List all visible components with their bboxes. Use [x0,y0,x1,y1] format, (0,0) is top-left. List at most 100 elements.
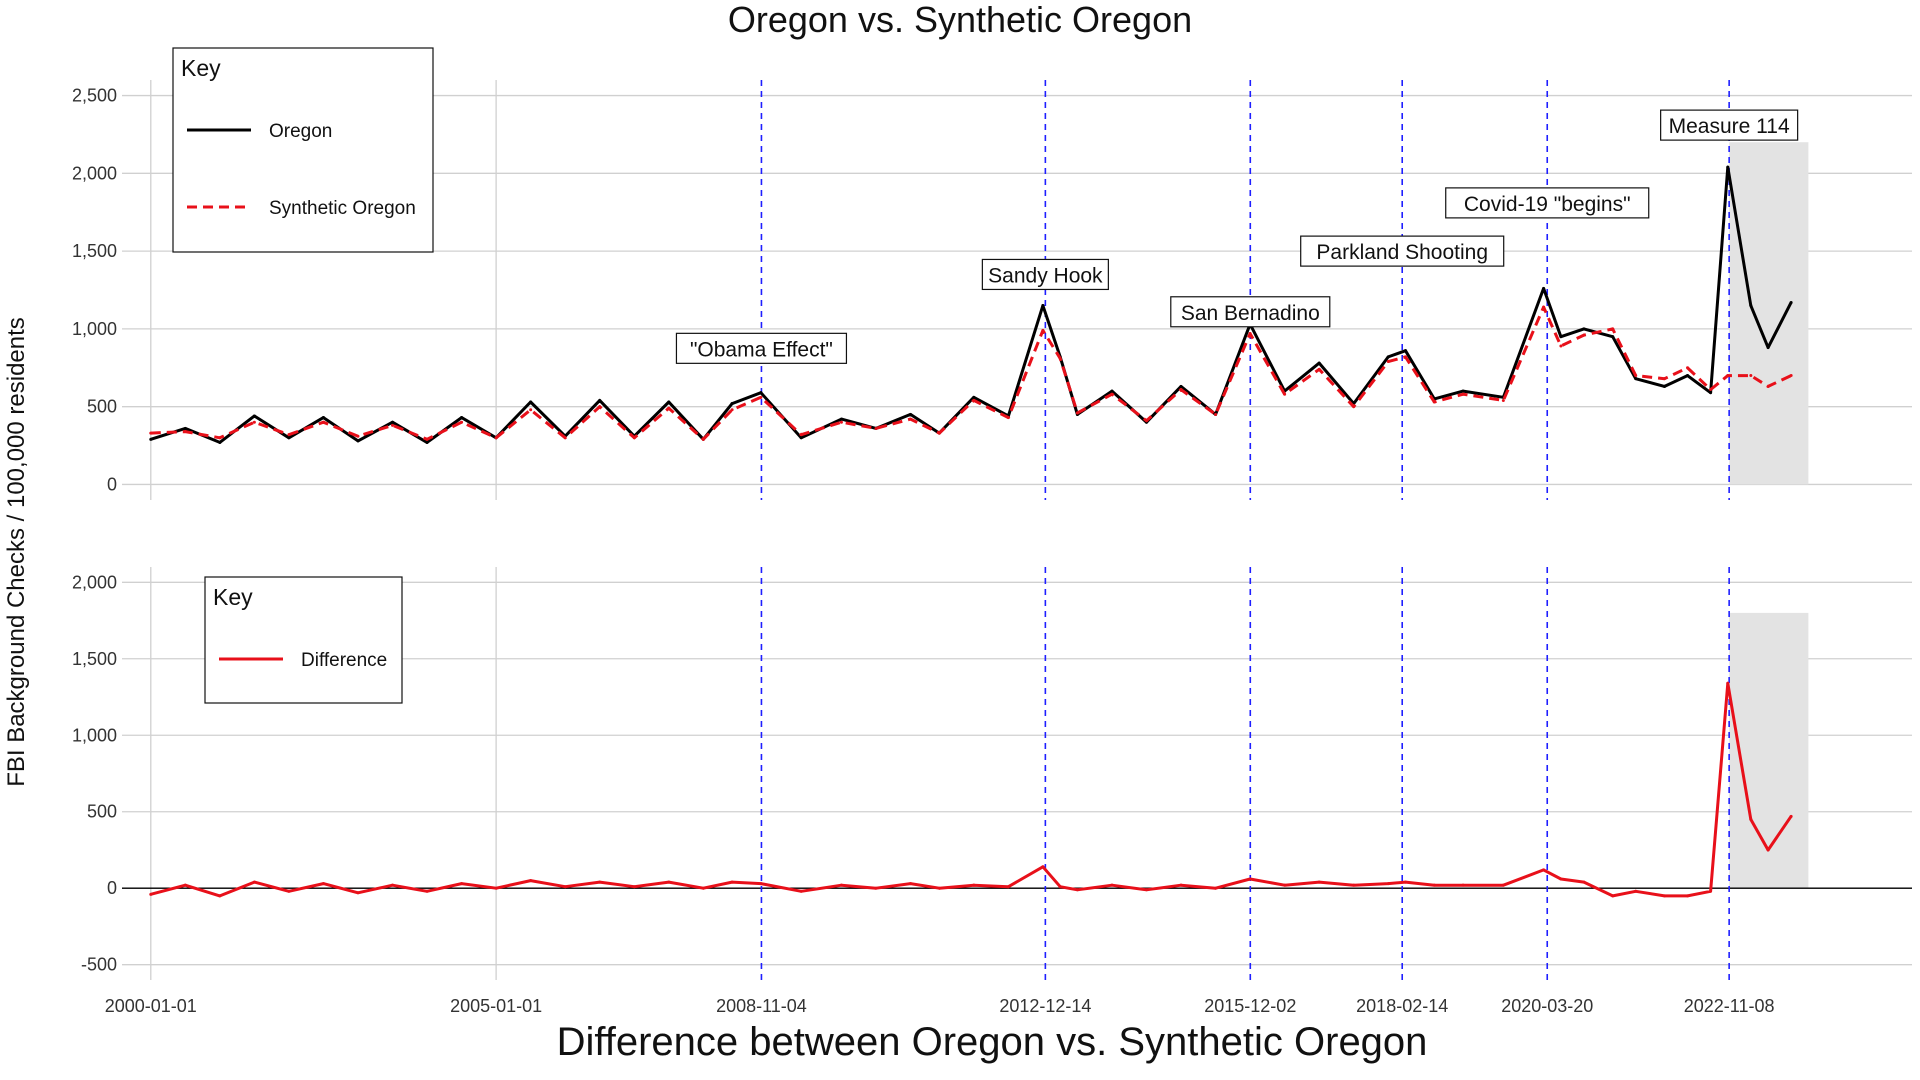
bottom-shaded-region [1729,612,1809,889]
x-tick-label: 2015-12-02 [1204,996,1296,1016]
top-data-point [1145,419,1149,423]
event-annotation-label: Sandy Hook [988,264,1103,287]
top-data-point [1461,392,1465,396]
top-y-tick-label: 2,000 [72,163,117,183]
top-data-point [1110,392,1114,396]
top-data-point [183,426,187,430]
bottom-data-point [1663,894,1667,898]
bottom-data-point [149,892,153,896]
top-shaded-region [1729,142,1809,485]
x-tick-label: 2005-01-01 [450,996,542,1016]
top-data-point [759,391,763,395]
top-data-point [1766,346,1770,350]
bottom-data-point [1006,885,1010,889]
bottom-series-line [150,681,1793,898]
bottom-data-point [667,880,671,884]
top-data-point [321,420,325,424]
event-annotation-box [981,258,1109,291]
bottom-y-tick-label: 2,000 [72,572,117,592]
top-data-point [1386,355,1390,359]
top-data-point [1611,335,1615,339]
bottom-data-point [1075,888,1079,892]
bottom-data-point [425,889,429,893]
top-data-point [425,440,429,444]
top-y-tick-label: 1,500 [72,241,117,261]
top-y-tick-label: 1,000 [72,319,117,339]
bottom-data-point [1726,681,1730,685]
bottom-data-point [937,886,941,890]
bottom-data-point [1214,886,1218,890]
top-data-point [391,420,395,424]
top-data-point [1542,286,1546,290]
bottom-data-point [1404,880,1408,884]
top-data-point [1559,344,1563,348]
bottom-data-point [563,885,567,889]
event-annotation-label: "Obama Effect" [690,338,833,361]
bottom-y-tick-label: 0 [107,878,117,898]
event-annotation-label: San Bernadino [1181,302,1320,325]
bottom-data-point [1432,883,1436,887]
top-data-point [1317,367,1321,371]
top-data-point [1110,389,1114,393]
top-data-point [1006,416,1010,420]
top-data-point [1559,335,1563,339]
top-data-point [632,436,636,440]
top-data-point [701,437,705,441]
bottom-data-point [494,886,498,890]
top-data-point [972,398,976,402]
chart-title: Oregon vs. Synthetic Oregon [728,0,1192,40]
top-data-point [1041,304,1045,308]
top-data-point [1386,360,1390,364]
top-data-point [287,433,291,437]
event-annotation-box [1300,235,1505,267]
bottom-data-point [1582,880,1586,884]
bottom-data-point [1145,888,1149,892]
top-data-point [1611,327,1615,331]
event-annotation-label: Measure 114 [1669,115,1790,138]
x-tick-label: 2022-11-08 [1684,996,1775,1016]
top-data-point [563,436,567,440]
top-data-point [183,430,187,434]
top-data-point [1041,328,1045,332]
top-data-point [759,395,763,399]
event-annotation-box [1170,296,1331,328]
bottom-data-point [701,886,705,890]
bottom-data-point [1352,883,1356,887]
y-axis-title: FBI Background Checks / 100,000 resident… [3,317,30,787]
top-data-point [529,408,533,412]
top-data-point [839,420,843,424]
bottom-data-point [839,883,843,887]
bottom-data-point [909,882,913,886]
bottom-data-point [1686,894,1690,898]
top-data-point [252,414,256,418]
bottom-data-point [1248,877,1252,881]
event-annotation-label: Covid-19 "begins" [1464,193,1631,216]
top-data-point [909,412,913,416]
bottom-data-point [1386,882,1390,886]
bottom-data-point [1634,889,1638,893]
legend-label: Oregon [269,121,332,142]
top-data-point [1461,389,1465,393]
top-data-point [1789,300,1793,304]
plot-area: 0 500 1,000 1,500 2,000 2,500 "Obama Effect" Sa… [72,47,1912,1016]
legend-box [204,576,403,704]
top-data-point [667,406,671,410]
bottom-data-point [218,894,222,898]
top-data-point [598,398,602,402]
top-data-point [1582,333,1586,337]
bottom-data-point [529,879,533,883]
top-data-point [1248,332,1252,336]
top-data-point [321,416,325,420]
top-data-point [218,440,222,444]
bottom-data-point [972,883,976,887]
top-data-point [1404,349,1408,353]
top-data-point [1766,384,1770,388]
top-data-point [1058,356,1062,360]
top-data-point [1663,377,1667,381]
top-data-point [529,400,533,404]
x-tick-label: 2012-12-14 [999,996,1091,1016]
top-data-point [1709,388,1713,392]
bottom-data-point [1559,877,1563,881]
bottom-data-point [287,889,291,893]
